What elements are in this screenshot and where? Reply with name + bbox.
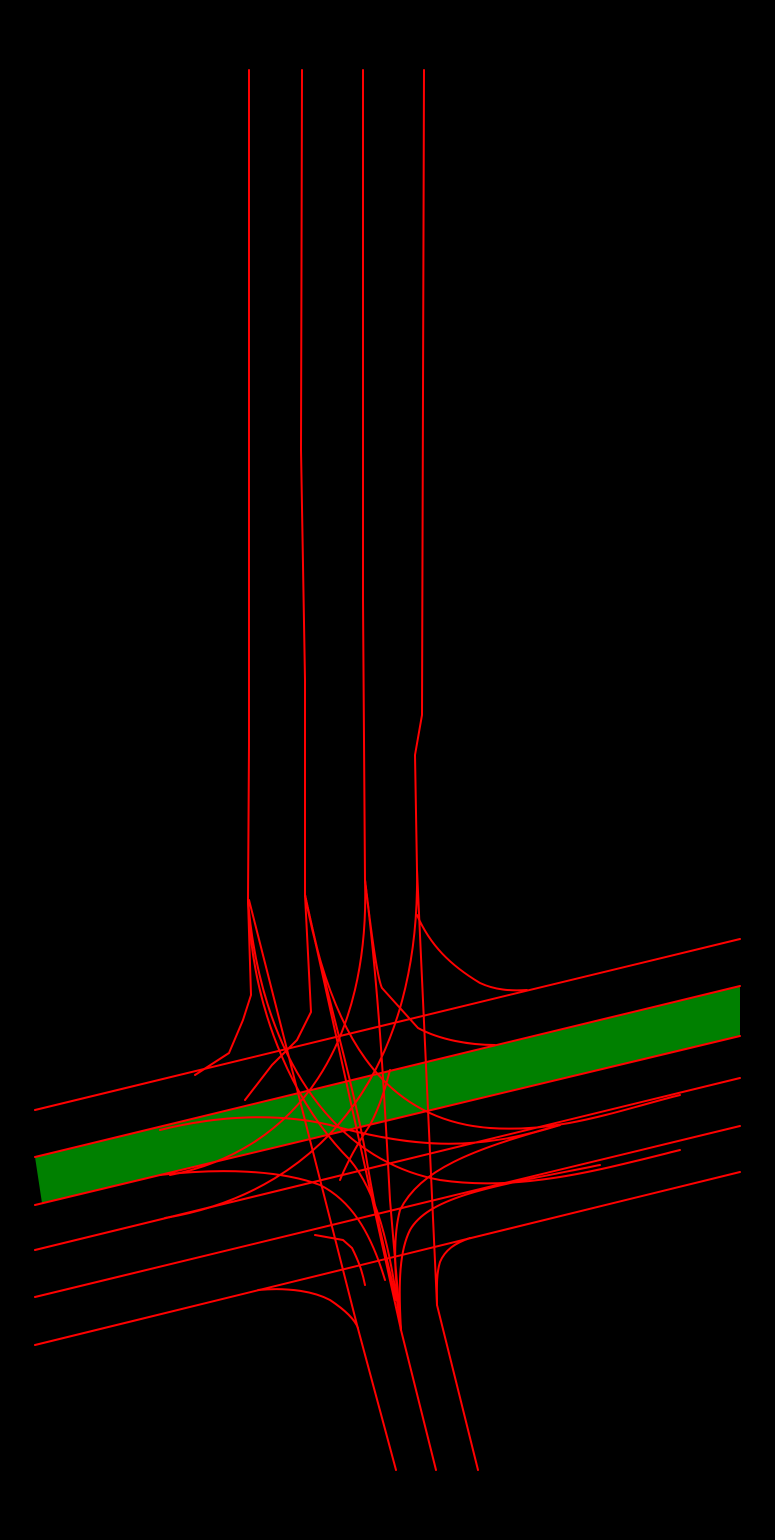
highlighted-lane-bottom-border xyxy=(34,1035,741,1206)
north-lane-line-2 xyxy=(300,69,306,896)
intersection-connector-lines xyxy=(159,869,681,1331)
connector-n4-west xyxy=(164,869,419,1219)
north-lane-line-1 xyxy=(247,69,250,901)
connector-n4-east xyxy=(416,914,528,992)
connector-w-south-outer xyxy=(257,1288,359,1329)
ew-lane-line-3 xyxy=(34,1125,741,1298)
connector-w-north xyxy=(339,1069,391,1181)
connector-e-west xyxy=(159,1116,561,1145)
connector-w-south-inner xyxy=(314,1234,366,1286)
connector-e-south xyxy=(394,1124,561,1331)
connector-n1-south xyxy=(247,899,402,1331)
connector-n2-east xyxy=(304,894,681,1130)
connector-e-outer-south xyxy=(435,1237,471,1306)
connector-n1-east xyxy=(247,899,681,1185)
connector-n3-west xyxy=(169,879,367,1176)
connector-n3-east xyxy=(364,879,496,1046)
highlighted-lane xyxy=(35,986,740,1203)
ew-lane-line-1 xyxy=(34,938,741,1111)
connector-e-south-2 xyxy=(398,1164,601,1331)
north-lane-line-3 xyxy=(362,69,366,881)
north-lane-line-4 xyxy=(414,69,425,871)
connector-n2-west xyxy=(244,894,312,1101)
connector-w-south xyxy=(159,1170,386,1281)
north-lane-lines xyxy=(247,69,425,901)
connector-n1-west xyxy=(194,899,252,1076)
highlighted-lane-top-border xyxy=(34,985,741,1158)
